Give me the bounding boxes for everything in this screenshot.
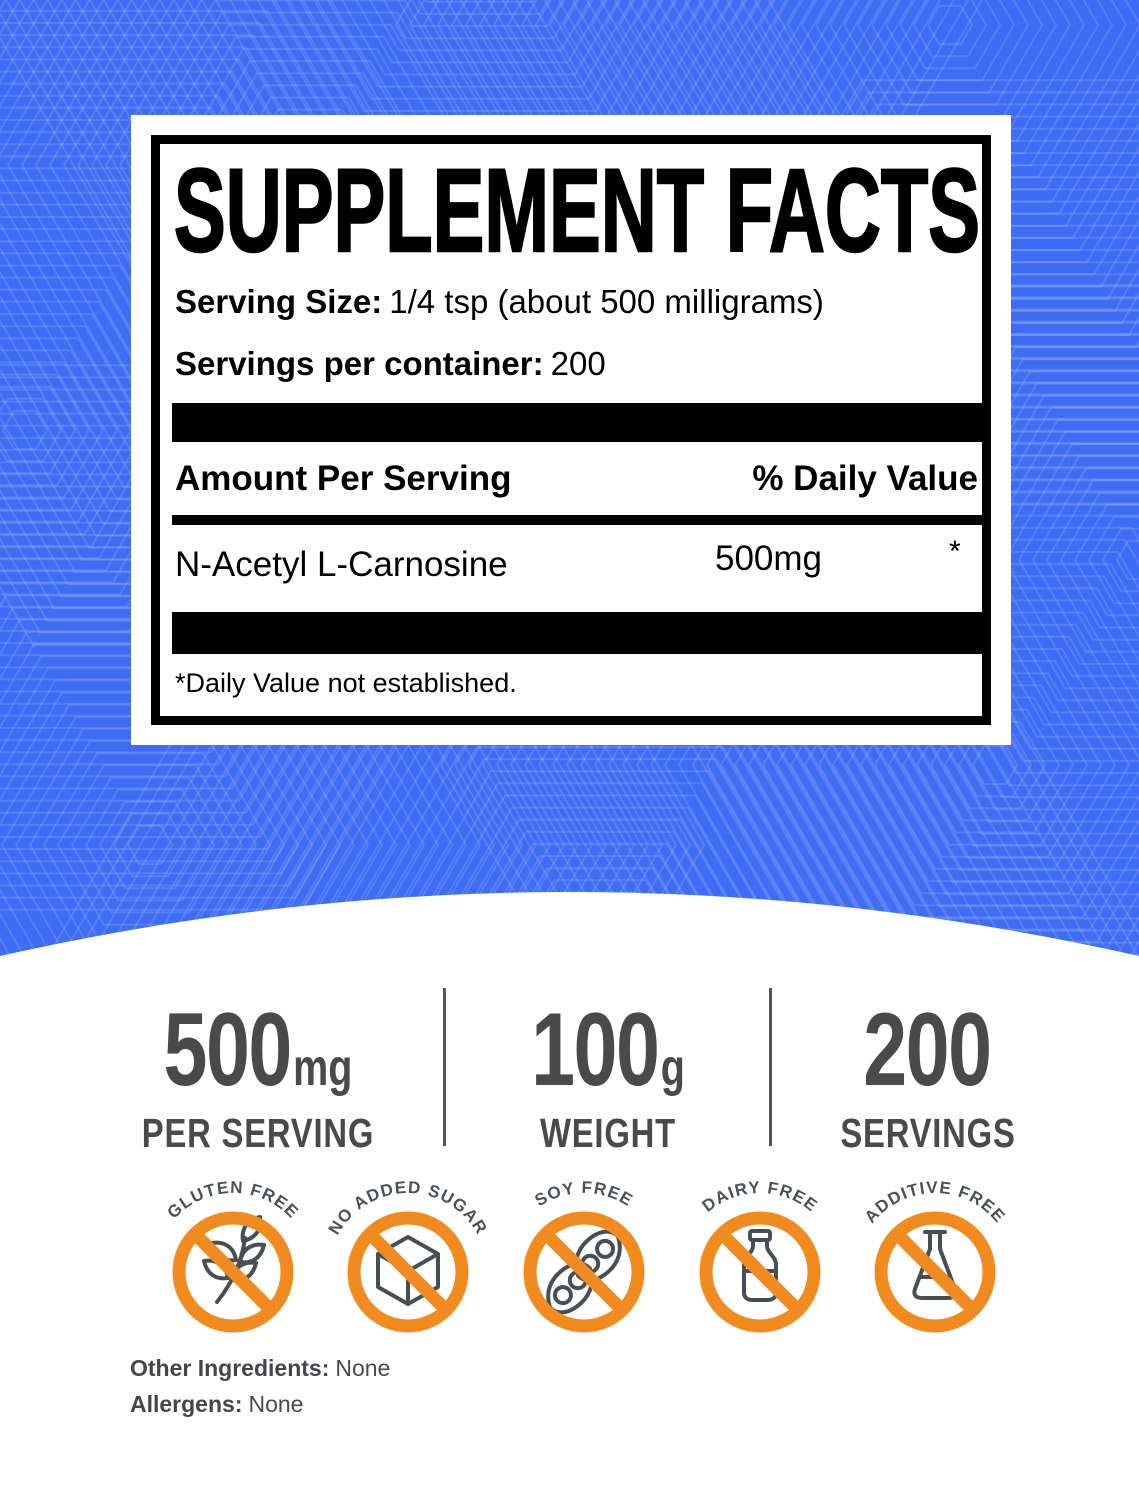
column-header-daily-value: % Daily Value <box>752 459 978 498</box>
badge-additive-free: ADDITIVE FREE <box>850 1175 1020 1343</box>
stat-divider-1 <box>443 988 446 1146</box>
prohibition-slash <box>717 1229 803 1315</box>
panel-title-text: SUPPLEMENT FACTS <box>174 163 980 267</box>
stat-divider-2 <box>769 988 772 1146</box>
stat-servings-value: 200 <box>814 998 1042 1102</box>
separator-bar-thin <box>172 515 982 525</box>
stat-per-serving-number: 500 <box>163 992 293 1108</box>
other-ingredients-value: None <box>335 1355 391 1381</box>
svg-text:SOY FREE: SOY FREE <box>531 1178 636 1210</box>
ingredient-name: N-Acetyl L-Carnosine <box>175 545 508 584</box>
stat-servings-number: 200 <box>863 992 992 1108</box>
bottom-white-section <box>0 956 1139 1500</box>
serving-size-line: Serving Size: 1/4 tsp (about 500 milligra… <box>175 283 824 321</box>
other-ingredients-label: Other Ingredients: <box>130 1355 330 1381</box>
badge-dairy-free-label: DAIRY FREE <box>699 1178 821 1216</box>
column-header-amount: Amount Per Serving <box>175 459 512 498</box>
servings-per-container-line: Servings per container: 200 <box>175 345 606 383</box>
stat-per-serving-value: 500mg <box>144 998 372 1102</box>
servings-label: Servings per container: <box>175 345 544 382</box>
svg-text:NO ADDED SUGAR: NO ADDED SUGAR <box>325 1178 492 1238</box>
badge-gluten-free: GLUTEN FREE <box>148 1175 318 1343</box>
panel-border <box>151 135 991 725</box>
prohibition-ring <box>699 1211 821 1333</box>
badge-dairy-free: DAIRY FREE <box>675 1175 845 1343</box>
prohibition-slash <box>892 1229 978 1315</box>
stat-weight: 100g WEIGHT <box>458 998 758 1157</box>
separator-bar-thick-top <box>172 403 982 442</box>
stat-weight-unit: g <box>660 1039 685 1097</box>
prohibition-ring <box>172 1211 294 1333</box>
badge-no-added-sugar: NO ADDED SUGAR <box>323 1175 493 1343</box>
svg-text:DAIRY FREE: DAIRY FREE <box>699 1178 822 1216</box>
badge-soy-free: SOY FREE <box>499 1175 669 1343</box>
allergens-value: None <box>248 1391 304 1417</box>
separator-bar-thick-bottom <box>172 612 982 654</box>
prohibition-ring <box>874 1211 996 1333</box>
bottom-notes: Other Ingredients: None Allergens: None <box>130 1350 390 1422</box>
stat-per-serving: 500mg PER SERVING <box>108 998 408 1157</box>
stat-weight-number: 100 <box>531 992 660 1108</box>
allergens-line: Allergens: None <box>130 1386 390 1422</box>
stat-per-serving-label: PER SERVING <box>141 1110 375 1156</box>
badge-no-added-sugar-label: NO ADDED SUGAR <box>325 1178 490 1238</box>
prohibition-slash <box>541 1229 627 1315</box>
daily-value-asterisk: * <box>949 535 961 568</box>
prohibition-ring <box>523 1211 645 1333</box>
servings-value: 200 <box>550 345 606 382</box>
other-ingredients-line: Other Ingredients: None <box>130 1350 390 1386</box>
stat-weight-value: 100g <box>494 998 722 1102</box>
curved-divider <box>0 892 1139 957</box>
stat-per-serving-unit: mg <box>293 1039 353 1097</box>
badge-soy-free-label: SOY FREE <box>531 1178 635 1210</box>
serving-size-value: 1/4 tsp (about 500 milligrams) <box>389 283 824 320</box>
ingredient-amount: 500mg <box>715 539 823 578</box>
stat-servings: 200 SERVINGS <box>778 998 1078 1157</box>
prohibition-slash <box>190 1229 276 1315</box>
stat-servings-label: SERVINGS <box>840 1110 1016 1156</box>
panel-title: SUPPLEMENT FACTS <box>173 163 982 267</box>
allergens-label: Allergens: <box>130 1391 243 1417</box>
prohibition-slash <box>365 1229 451 1315</box>
serving-size-label: Serving Size: <box>175 283 383 320</box>
daily-value-footnote: *Daily Value not established. <box>175 668 517 698</box>
stat-weight-label: WEIGHT <box>540 1110 676 1156</box>
supplement-facts-panel: SUPPLEMENT FACTS Serving Size: 1/4 tsp (a… <box>131 115 1011 745</box>
prohibition-ring <box>347 1211 469 1333</box>
